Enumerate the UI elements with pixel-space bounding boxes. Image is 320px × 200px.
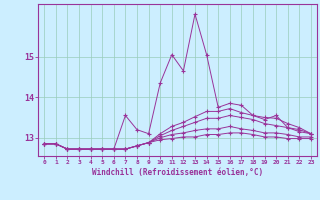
X-axis label: Windchill (Refroidissement éolien,°C): Windchill (Refroidissement éolien,°C): [92, 168, 263, 177]
